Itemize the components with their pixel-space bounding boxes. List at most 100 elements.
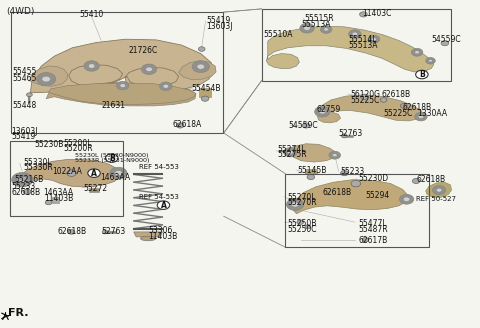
Circle shape: [380, 98, 387, 102]
Circle shape: [142, 64, 157, 74]
Circle shape: [432, 186, 446, 195]
Text: 55455: 55455: [12, 67, 37, 76]
Circle shape: [426, 57, 435, 64]
Text: 55272: 55272: [83, 184, 107, 193]
Text: 55274L: 55274L: [277, 145, 306, 154]
Circle shape: [197, 64, 204, 69]
Circle shape: [110, 167, 127, 179]
Circle shape: [68, 230, 75, 234]
Text: 53306: 53306: [148, 226, 172, 236]
Text: 1463AA: 1463AA: [100, 173, 131, 182]
Circle shape: [17, 176, 27, 183]
Text: 13603J: 13603J: [206, 22, 233, 31]
Circle shape: [291, 202, 299, 207]
Circle shape: [418, 115, 424, 119]
Text: 1463AA: 1463AA: [43, 188, 73, 197]
Circle shape: [411, 48, 423, 56]
Text: A: A: [160, 201, 167, 210]
Circle shape: [176, 123, 184, 128]
Text: (4WD): (4WD): [6, 7, 35, 16]
Text: 55330L: 55330L: [23, 157, 52, 167]
Text: B: B: [109, 154, 115, 163]
Circle shape: [324, 28, 328, 31]
Text: 55233: 55233: [340, 167, 365, 176]
Circle shape: [288, 150, 293, 154]
Text: 21631: 21631: [101, 101, 125, 110]
Circle shape: [329, 151, 340, 159]
Polygon shape: [294, 180, 408, 214]
Text: 55513A: 55513A: [301, 20, 331, 29]
Text: 55250C: 55250C: [287, 225, 316, 234]
Text: 62618B: 62618B: [416, 175, 445, 184]
Polygon shape: [179, 61, 216, 80]
Polygon shape: [29, 66, 68, 86]
Text: 55225C: 55225C: [350, 96, 380, 106]
Text: 55225C: 55225C: [384, 109, 413, 118]
Text: 13603J: 13603J: [11, 127, 38, 136]
Text: REF 54-553: REF 54-553: [140, 194, 180, 200]
Text: 1330AA: 1330AA: [417, 109, 447, 118]
Text: 62618A: 62618A: [172, 120, 201, 129]
Text: 56120G: 56120G: [350, 90, 380, 99]
Circle shape: [429, 59, 432, 62]
Circle shape: [340, 171, 348, 176]
Text: 55294: 55294: [365, 191, 390, 199]
Circle shape: [23, 189, 31, 195]
Bar: [89, 188, 99, 193]
Circle shape: [416, 70, 428, 79]
Circle shape: [403, 197, 410, 202]
Text: 55230B: 55230B: [34, 140, 63, 149]
Text: 55233R (55231-N9000): 55233R (55231-N9000): [75, 158, 149, 163]
Text: 11403B: 11403B: [44, 195, 73, 203]
Text: 55200R: 55200R: [63, 144, 93, 153]
Polygon shape: [266, 26, 434, 72]
Polygon shape: [318, 95, 423, 123]
Bar: [286, 174, 429, 247]
Text: 11403C: 11403C: [362, 9, 391, 18]
Circle shape: [42, 76, 50, 82]
Circle shape: [436, 188, 442, 192]
Polygon shape: [134, 232, 162, 237]
Text: 55270L: 55270L: [287, 193, 315, 202]
Ellipse shape: [20, 176, 27, 180]
Circle shape: [372, 38, 376, 41]
Text: A: A: [91, 169, 97, 178]
Text: 55200L: 55200L: [63, 139, 91, 148]
Circle shape: [192, 61, 209, 72]
Text: FR.: FR.: [8, 308, 28, 318]
Circle shape: [441, 41, 449, 46]
Text: 11403B: 11403B: [148, 232, 177, 241]
Polygon shape: [20, 159, 120, 187]
Circle shape: [368, 35, 380, 43]
Circle shape: [106, 154, 118, 162]
Polygon shape: [46, 82, 196, 106]
Text: 55419: 55419: [11, 132, 36, 141]
Circle shape: [341, 134, 347, 138]
Circle shape: [115, 171, 122, 176]
Circle shape: [415, 51, 420, 54]
Polygon shape: [48, 83, 196, 105]
Circle shape: [117, 81, 129, 90]
Text: 55465: 55465: [12, 74, 37, 83]
Circle shape: [297, 220, 304, 224]
Ellipse shape: [141, 236, 156, 241]
Circle shape: [352, 32, 358, 36]
Circle shape: [321, 26, 332, 33]
Circle shape: [319, 110, 325, 114]
Text: 55487R: 55487R: [359, 225, 388, 234]
Text: 62759: 62759: [317, 105, 341, 113]
Bar: [52, 197, 59, 203]
Text: 55515R: 55515R: [305, 14, 334, 23]
Circle shape: [157, 201, 169, 209]
Circle shape: [351, 180, 360, 187]
Text: 55419: 55419: [206, 16, 231, 25]
Bar: [305, 169, 317, 174]
Text: 55410: 55410: [80, 10, 104, 19]
Text: 52763: 52763: [338, 130, 362, 138]
Polygon shape: [30, 39, 214, 93]
Text: 62618B: 62618B: [381, 90, 410, 99]
Bar: [11, 12, 223, 133]
Circle shape: [315, 107, 330, 117]
Text: 62618B: 62618B: [57, 227, 86, 236]
Text: 55477L: 55477L: [359, 219, 387, 228]
